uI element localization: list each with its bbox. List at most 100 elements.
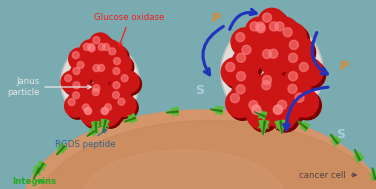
Circle shape [262,75,271,84]
Circle shape [101,100,123,122]
Circle shape [112,91,120,98]
Circle shape [252,105,261,114]
Polygon shape [298,121,308,129]
Circle shape [79,100,100,122]
Circle shape [121,75,128,82]
Polygon shape [260,121,268,129]
Circle shape [82,104,89,111]
Circle shape [258,71,286,99]
Circle shape [83,106,105,128]
Polygon shape [215,107,223,114]
Polygon shape [34,168,40,179]
Circle shape [91,63,113,85]
Circle shape [81,104,103,126]
Circle shape [67,97,88,119]
Circle shape [114,58,120,65]
Polygon shape [211,109,222,112]
Circle shape [261,11,289,40]
Circle shape [242,45,251,54]
Circle shape [112,80,133,102]
Circle shape [112,66,133,88]
Text: Janus
particle: Janus particle [7,77,91,97]
Circle shape [81,104,103,126]
Circle shape [93,37,100,44]
Circle shape [246,17,273,46]
Polygon shape [370,174,376,179]
Circle shape [61,42,139,122]
Circle shape [224,60,252,89]
Circle shape [288,72,297,81]
Circle shape [273,105,282,114]
Circle shape [81,102,103,125]
Circle shape [226,62,235,72]
Circle shape [260,79,288,107]
Polygon shape [330,134,338,144]
Circle shape [232,49,260,77]
Circle shape [83,106,105,128]
Circle shape [231,28,259,57]
Circle shape [83,43,90,50]
Circle shape [93,85,100,92]
Polygon shape [261,110,265,119]
Polygon shape [124,114,137,122]
Circle shape [93,65,100,72]
Circle shape [250,103,278,132]
Circle shape [236,85,245,94]
Circle shape [70,64,91,86]
Circle shape [109,78,131,100]
Circle shape [113,67,120,75]
Polygon shape [62,144,64,153]
Circle shape [288,84,297,94]
Circle shape [73,92,79,99]
Circle shape [257,76,285,105]
Circle shape [101,107,108,115]
Circle shape [284,49,312,77]
Circle shape [100,106,121,128]
Circle shape [118,71,139,93]
Circle shape [295,93,304,102]
Polygon shape [40,162,44,171]
Circle shape [254,20,282,49]
Polygon shape [131,114,135,124]
Polygon shape [56,143,67,155]
Circle shape [71,80,93,102]
Circle shape [92,89,99,96]
Circle shape [76,60,97,82]
Circle shape [249,101,258,110]
Circle shape [288,38,315,67]
Circle shape [71,50,92,72]
Circle shape [237,53,246,62]
Circle shape [268,100,297,129]
Circle shape [98,43,105,50]
Circle shape [84,40,106,62]
Circle shape [86,42,108,64]
Circle shape [236,33,245,42]
Polygon shape [258,113,267,118]
Circle shape [72,52,79,59]
Circle shape [250,103,278,132]
Ellipse shape [32,121,376,189]
Polygon shape [91,122,99,133]
Circle shape [288,53,297,62]
Polygon shape [166,107,179,115]
Circle shape [109,88,130,110]
Circle shape [256,22,265,31]
Polygon shape [171,107,178,114]
Polygon shape [124,117,136,122]
Circle shape [247,100,275,129]
Circle shape [244,96,272,124]
Circle shape [89,85,110,107]
Circle shape [287,70,315,98]
Circle shape [262,81,271,90]
Circle shape [102,107,108,115]
Circle shape [100,106,121,128]
Circle shape [73,67,80,75]
Circle shape [99,40,121,62]
Circle shape [297,60,326,89]
Polygon shape [37,163,44,174]
Polygon shape [254,112,265,117]
Circle shape [235,51,263,80]
Polygon shape [94,126,97,136]
Polygon shape [373,172,376,180]
Circle shape [269,22,278,31]
